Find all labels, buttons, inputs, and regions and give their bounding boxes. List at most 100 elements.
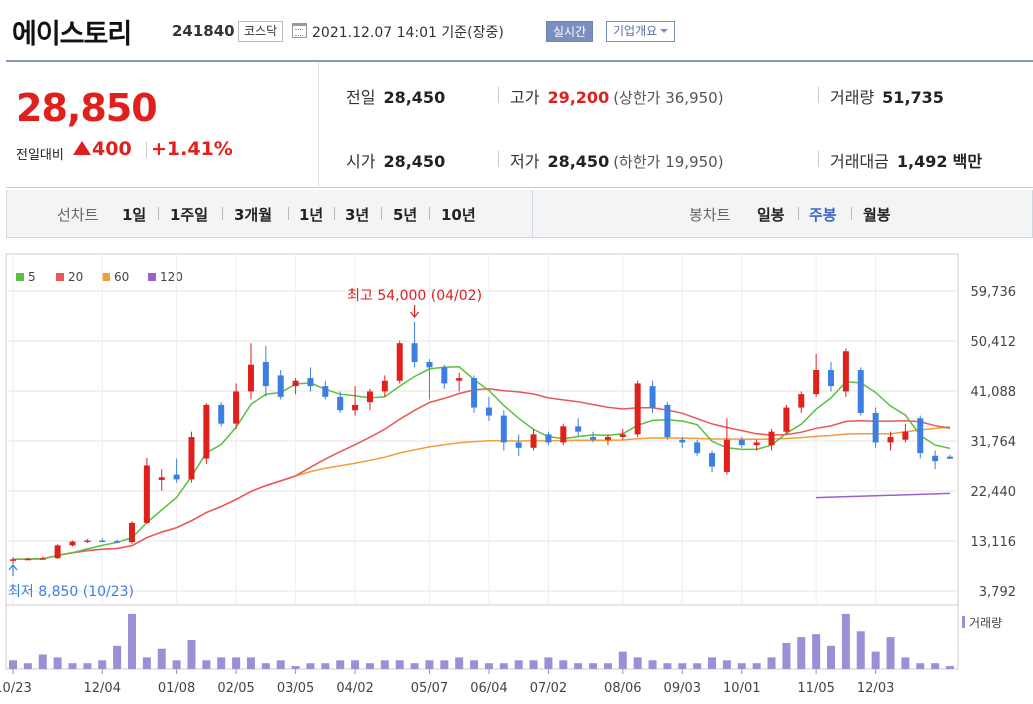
change-label: 전일대비 [16, 148, 64, 163]
min-arrow-head [8, 564, 18, 571]
divider [222, 207, 223, 220]
period-10y[interactable]: 10년 [441, 206, 476, 224]
volume-bar [336, 660, 345, 669]
ma20-line [12, 388, 951, 561]
line-chart-label: 선차트 [57, 206, 99, 224]
min-annotation: 최저 8,850 (10/23) [8, 584, 134, 600]
candle-body [947, 456, 953, 459]
candle-body [500, 415, 507, 443]
volume-bar [83, 663, 92, 669]
period-3m[interactable]: 3개월 [234, 206, 273, 224]
volume-bar [841, 613, 850, 669]
period-1y[interactable]: 1년 [299, 206, 324, 224]
candle-body [828, 370, 835, 387]
volume-bar [98, 660, 107, 669]
period-1d[interactable]: 1일 [122, 206, 147, 224]
candle-body [679, 439, 686, 443]
period-1w[interactable]: 1주일 [170, 206, 209, 224]
volume-bar [589, 663, 598, 669]
volume-bar [708, 657, 717, 669]
x-tick-label: 09/03 [664, 681, 701, 696]
period-5y[interactable]: 5년 [393, 206, 418, 224]
candle-monthly[interactable]: 월봉 [863, 206, 891, 224]
open-value: 28,450 [383, 152, 446, 171]
y-tick-label: 3,792 [979, 585, 1016, 600]
candle-body [292, 380, 299, 387]
candle-body [753, 442, 760, 446]
lower-limit: (하한가 19,950) [613, 153, 724, 171]
y-tick-label: 59,736 [971, 285, 1017, 300]
legend-swatch [148, 273, 156, 281]
volume-bar [559, 660, 568, 669]
volume-bar [931, 663, 940, 669]
volume-bar [767, 657, 776, 669]
prev-close: 전일 28,450 [346, 84, 445, 108]
open-label: 시가 [346, 152, 376, 171]
x-tick-label: 05/07 [411, 681, 448, 696]
volume-bar [470, 660, 479, 669]
stock-chart[interactable]: 5 20 60 120 59,736 50,412 41,088 31,764 22,4… [0, 238, 1033, 704]
volume-bar [797, 637, 806, 669]
candle-body [604, 437, 611, 440]
candle-body [381, 380, 388, 392]
volume-bar [722, 660, 731, 669]
divider [798, 207, 799, 220]
candle-body [709, 453, 716, 467]
legend-swatch [56, 273, 64, 281]
candle-body [337, 396, 344, 411]
divider [429, 207, 430, 220]
volume: 거래량 51,735 [830, 84, 944, 108]
upper-limit: (상한가 36,950) [613, 89, 724, 107]
candle-body [887, 437, 894, 443]
legend-label: 120 [160, 270, 183, 284]
high-price: 고가 29,200 (상한가 36,950) [510, 84, 724, 108]
volume-bar [425, 660, 434, 669]
volume-frame [5, 604, 959, 670]
candle-body [426, 361, 433, 368]
volume-bar [187, 640, 196, 669]
legend-label: 60 [114, 270, 130, 284]
volume-bar [827, 645, 836, 669]
volume-bar [455, 657, 464, 669]
candle-body [39, 558, 46, 560]
legend-ma60: 60 [102, 270, 129, 284]
candle-body [247, 364, 254, 392]
candle-body [545, 434, 552, 443]
stock-name: 에이스토리 [12, 19, 132, 50]
candle-body [277, 375, 284, 397]
divider [158, 207, 159, 220]
ma120-line [816, 492, 951, 499]
volume-bar [946, 666, 954, 669]
volume-legend-label: 거래량 [969, 616, 1002, 630]
volume-bar [916, 663, 925, 669]
amount-unit: 백만 [952, 152, 983, 171]
volume-bar [291, 666, 300, 669]
candle-body [10, 559, 16, 561]
realtime-button[interactable]: 실시간 [546, 21, 594, 42]
volume-bar [663, 663, 672, 669]
y-tick-label: 31,764 [971, 435, 1017, 450]
volume-bar [648, 660, 657, 669]
volume-bar [752, 663, 761, 669]
period-3y[interactable]: 3년 [345, 206, 370, 224]
volume-bar [603, 663, 612, 669]
market-badge: 코스닥 [238, 21, 284, 42]
candle-body [84, 540, 91, 543]
x-tick-label: 11/05 [797, 681, 834, 696]
volume-bar [202, 660, 211, 669]
candle-daily[interactable]: 일봉 [757, 206, 785, 224]
volume-bar [514, 660, 523, 669]
candle-body [857, 370, 864, 413]
divider [532, 190, 533, 237]
volume-legend-swatch [962, 616, 965, 628]
candle-body [218, 404, 225, 424]
candle-body [233, 391, 240, 424]
divider [334, 207, 335, 220]
volume-bar [38, 654, 47, 669]
company-overview-label: 기업개요 [613, 24, 658, 38]
high-label: 고가 [510, 88, 540, 107]
candle-weekly[interactable]: 주봉 [809, 206, 837, 224]
company-overview-dropdown[interactable]: 기업개요 [606, 21, 676, 42]
candle-body [813, 370, 820, 395]
candle-body [634, 383, 641, 435]
